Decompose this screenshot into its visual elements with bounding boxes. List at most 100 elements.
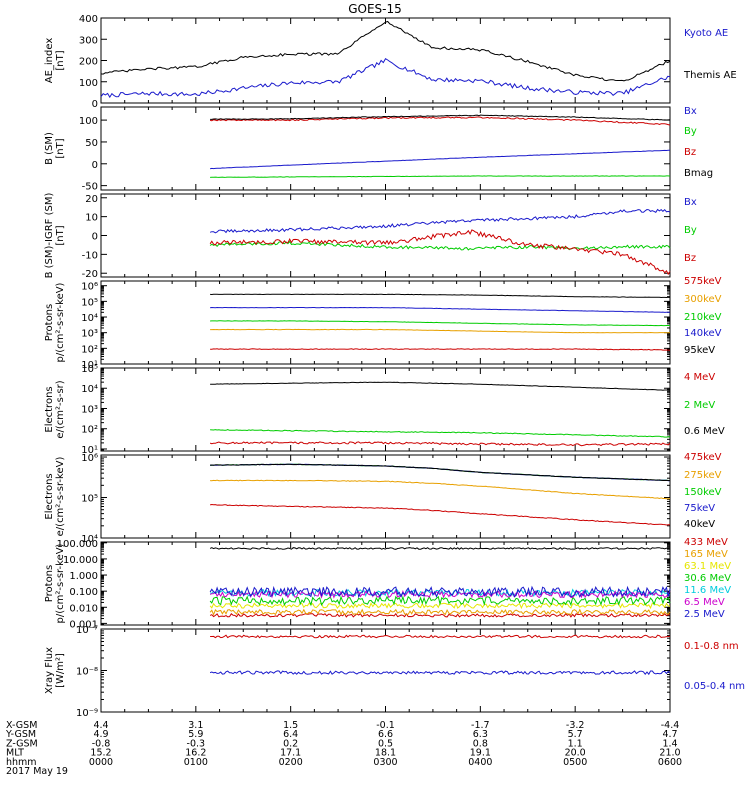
footer-value: 17.1	[280, 748, 301, 759]
y-tick-label: 10¹	[81, 360, 98, 371]
footer-value: 0600	[658, 757, 682, 768]
panel-5: 10¹ 10² 10³ 10⁴ 10⁵ Electrons e/(cm²-s-sr) 4 Me…	[44, 364, 725, 456]
footer-label-y-gsm: Y-GSM	[5, 729, 36, 740]
legend-95kev: 95keV	[684, 345, 715, 356]
legend-40kev: 40keV	[684, 519, 715, 530]
series-line-bx	[210, 149, 670, 170]
legend-140kev: 140keV	[684, 328, 722, 339]
panel-frame	[100, 17, 671, 104]
y-tick-label: -20	[82, 269, 98, 280]
series-line-themis-ae	[100, 20, 671, 82]
legend-63-1-mev: 63.1 MeV	[684, 561, 731, 572]
legend-150kev: 150keV	[684, 487, 722, 498]
panel-frame	[100, 193, 671, 278]
legend-6-5-mev: 6.5 MeV	[684, 597, 725, 608]
footer-value: 6.3	[473, 729, 488, 740]
legend-75kev: 75keV	[684, 503, 715, 514]
legend-0-6-mev: 0.6 MeV	[684, 426, 725, 437]
legend-300kev: 300keV	[684, 294, 722, 305]
series-line-433-mev	[209, 612, 671, 618]
legend-bz: Bz	[684, 147, 696, 158]
legend-by: By	[684, 126, 697, 137]
y-tick-label: 10²	[81, 344, 98, 355]
y-axis-title: B (SM)-IGRF (SM)	[44, 193, 55, 279]
footer-value: 21.0	[659, 748, 680, 759]
footer-label-x-gsm: X-GSM	[6, 720, 37, 731]
y-tick-label: 100	[79, 116, 98, 127]
panel-frame	[100, 454, 671, 539]
footer-value: 0.2	[283, 738, 298, 749]
series-line-bmag	[210, 114, 671, 121]
footer-value: -1.7	[471, 720, 490, 731]
footer-value: 4.9	[93, 729, 108, 740]
panel-6: 10⁴ 10⁵ 10⁶ Electrons e/(cm²-s-sr-keV) 475keV…	[44, 452, 722, 545]
series-line-275kev	[210, 479, 671, 500]
footer-value: 1.1	[568, 738, 583, 749]
legend-4-mev: 4 MeV	[684, 372, 715, 383]
panel-2: -50 0 50 100 B (SM) [nT] Bx By Bz Bmag	[44, 106, 713, 193]
legend-11-6-mev: 11.6 MeV	[684, 585, 731, 596]
y-tick-label: 50	[85, 138, 98, 149]
y-tick-label: 10⁶	[81, 453, 98, 464]
legend-433-mev: 433 MeV	[684, 537, 728, 548]
y-tick-label: 10⁻⁹	[76, 708, 98, 719]
footer-value: -4.4	[661, 720, 680, 731]
series-line-bz	[210, 116, 671, 126]
footer-value: 0000	[89, 757, 113, 768]
panel-7: 0.001 0.010 0.100 1.000 10.000 100.000 Protons…	[44, 537, 731, 630]
panel-frame	[100, 106, 671, 191]
series-line-95kev	[210, 293, 671, 299]
series-line-by	[210, 175, 671, 178]
y-tick-label: 20	[85, 194, 98, 205]
series-line-40kev	[210, 463, 671, 482]
y-axis-title-unit: e/(cm²-s-sr-keV)	[55, 457, 66, 537]
footer-value: 0500	[563, 757, 587, 768]
legend-themis-ae: Themis AE	[683, 70, 737, 81]
y-axis-title: Electrons	[44, 386, 55, 432]
footer-value: 0200	[279, 757, 303, 768]
y-tick-label: 100.000	[57, 539, 98, 550]
footer-value: 0300	[373, 757, 397, 768]
footer-value: 0400	[468, 757, 492, 768]
y-axis-title-unit: [W/m²]	[55, 653, 66, 688]
series-line-140kev	[210, 306, 670, 313]
legend-bx: Bx	[684, 197, 697, 208]
y-axis-title-unit: [nT]	[55, 138, 66, 158]
footer-value: -3.2	[566, 720, 585, 731]
footer-value: 6.6	[378, 729, 393, 740]
panel-1: 0 100 200 300 400 AE_index [nT] Kyoto AE Themis …	[44, 14, 737, 110]
series-line-bx	[209, 208, 671, 234]
panel-4: 10¹ 10² 10³ 10⁴ 10⁵ 10⁶ Protons p/(cm²-s-sr-keV…	[44, 276, 722, 371]
series-line-165-mev	[209, 608, 671, 616]
series-line-0-05-0-4-nm	[209, 670, 671, 676]
footer-date: 2017 May 19	[6, 766, 68, 777]
y-tick-label: 10³	[81, 404, 98, 415]
footer-value: 20.0	[565, 748, 586, 759]
y-tick-label: 10⁵	[81, 494, 98, 505]
series-line-2-mev	[210, 429, 671, 438]
y-tick-label: 400	[79, 14, 98, 25]
footer-value: 16.2	[185, 748, 206, 759]
footer-value: 4.7	[662, 729, 677, 740]
y-tick-label: 0.010	[69, 603, 98, 614]
legend-575kev: 575keV	[684, 276, 722, 287]
y-tick-label: 10	[85, 213, 98, 224]
y-tick-label: 10⁴	[81, 534, 98, 545]
footer-label-hhmm: hhmm	[6, 757, 37, 768]
footer-value: 1.4	[662, 738, 677, 749]
series-line-0-1-0-8-nm	[210, 634, 671, 639]
y-tick-label: 0	[92, 99, 98, 110]
legend-475kev: 475keV	[684, 452, 722, 463]
y-axis-title-unit: [nT]	[55, 50, 66, 70]
orbit-footer: X-GSM 4.4 3.1 1.5 -0.1 -1.7 -3.2 -4.4 Y-GSM 4.9 5.…	[5, 720, 682, 777]
y-tick-label: 100	[79, 78, 98, 89]
legend-30-6-mev: 30.6 MeV	[684, 573, 731, 584]
y-tick-label: 300	[79, 35, 98, 46]
footer-value: 19.1	[470, 748, 491, 759]
series-line-by	[209, 240, 671, 251]
legend-2-mev: 2 MeV	[684, 400, 715, 411]
panel-frame	[100, 628, 671, 713]
y-tick-label: 10⁶	[81, 282, 98, 293]
y-tick-label: 10⁻⁸	[76, 667, 98, 678]
